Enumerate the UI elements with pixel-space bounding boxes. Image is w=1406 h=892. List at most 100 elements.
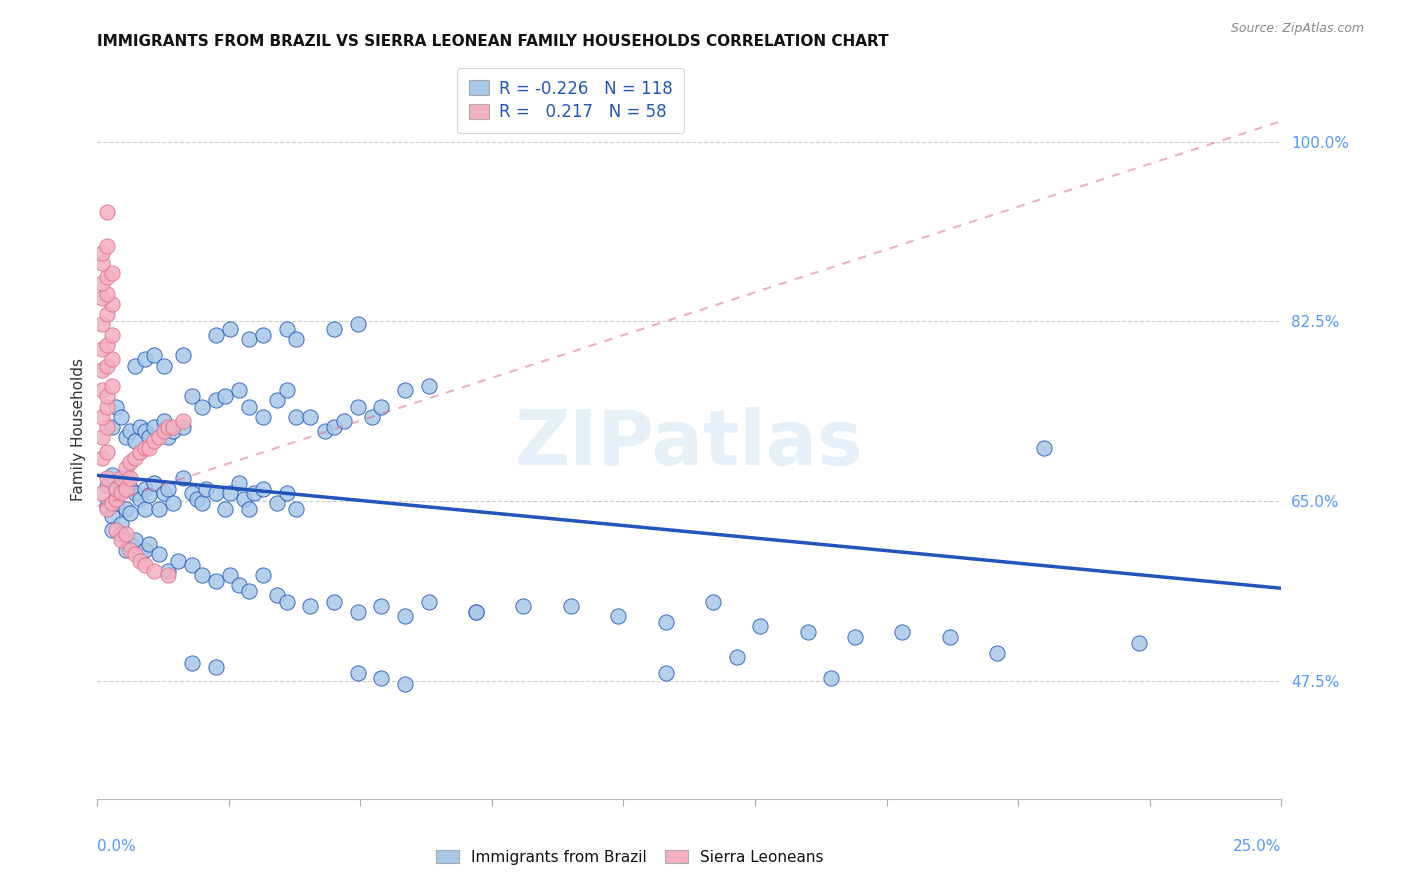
- Point: [124, 359, 146, 373]
- Point: [607, 609, 630, 624]
- Point: [120, 506, 142, 520]
- Point: [96, 359, 118, 373]
- Point: [162, 496, 184, 510]
- Point: [725, 650, 748, 665]
- Point: [100, 327, 122, 342]
- Point: [91, 430, 114, 444]
- Point: [204, 485, 226, 500]
- Point: [986, 646, 1008, 660]
- Point: [186, 491, 208, 506]
- Point: [91, 409, 114, 424]
- Point: [219, 321, 242, 335]
- Point: [276, 594, 298, 608]
- Point: [654, 666, 676, 681]
- Point: [100, 496, 122, 510]
- Legend: Immigrants from Brazil, Sierra Leoneans: Immigrants from Brazil, Sierra Leoneans: [429, 842, 831, 872]
- Point: [114, 430, 136, 444]
- Point: [114, 471, 136, 485]
- Point: [238, 400, 260, 414]
- Point: [134, 441, 156, 455]
- Point: [110, 516, 132, 531]
- Point: [152, 424, 174, 438]
- Point: [323, 321, 346, 335]
- Point: [238, 332, 260, 346]
- Point: [299, 599, 322, 613]
- Text: Source: ZipAtlas.com: Source: ZipAtlas.com: [1230, 22, 1364, 36]
- Point: [96, 471, 118, 485]
- Point: [1128, 635, 1150, 649]
- Point: [100, 379, 122, 393]
- Point: [91, 383, 114, 397]
- Point: [1033, 441, 1056, 455]
- Point: [157, 430, 180, 444]
- Point: [195, 482, 218, 496]
- Point: [266, 589, 288, 603]
- Point: [190, 496, 212, 510]
- Point: [418, 594, 440, 608]
- Point: [181, 558, 204, 572]
- Point: [134, 424, 156, 438]
- Point: [114, 461, 136, 475]
- Point: [394, 609, 416, 624]
- Point: [96, 239, 118, 253]
- Point: [157, 568, 180, 582]
- Point: [129, 491, 152, 506]
- Point: [148, 502, 170, 516]
- Point: [96, 270, 118, 285]
- Point: [114, 482, 136, 496]
- Point: [124, 450, 146, 465]
- Point: [233, 491, 256, 506]
- Y-axis label: Family Households: Family Households: [72, 358, 86, 500]
- Point: [938, 630, 960, 644]
- Point: [105, 483, 128, 498]
- Point: [100, 523, 122, 537]
- Point: [120, 481, 142, 495]
- Point: [152, 485, 174, 500]
- Point: [228, 578, 250, 592]
- Point: [148, 430, 170, 444]
- Point: [96, 389, 118, 403]
- Point: [110, 471, 132, 485]
- Point: [276, 383, 298, 397]
- Point: [91, 362, 114, 376]
- Text: ZIPatlas: ZIPatlas: [515, 407, 863, 481]
- Point: [138, 430, 160, 444]
- Point: [418, 379, 440, 393]
- Point: [124, 434, 146, 449]
- Point: [91, 318, 114, 332]
- Point: [214, 502, 236, 516]
- Text: IMMIGRANTS FROM BRAZIL VS SIERRA LEONEAN FAMILY HOUSEHOLDS CORRELATION CHART: IMMIGRANTS FROM BRAZIL VS SIERRA LEONEAN…: [97, 34, 889, 49]
- Point: [181, 485, 204, 500]
- Point: [172, 471, 194, 485]
- Point: [129, 548, 152, 562]
- Point: [204, 327, 226, 342]
- Point: [512, 599, 534, 613]
- Point: [252, 409, 274, 424]
- Point: [152, 359, 174, 373]
- Point: [465, 605, 488, 619]
- Point: [96, 338, 118, 352]
- Point: [654, 615, 676, 629]
- Point: [96, 444, 118, 458]
- Point: [228, 475, 250, 490]
- Point: [394, 677, 416, 691]
- Point: [120, 471, 142, 485]
- Text: 25.0%: 25.0%: [1233, 838, 1281, 854]
- Point: [702, 594, 724, 608]
- Point: [105, 482, 128, 496]
- Point: [138, 537, 160, 551]
- Point: [346, 400, 368, 414]
- Point: [228, 383, 250, 397]
- Point: [266, 496, 288, 510]
- Point: [129, 420, 152, 434]
- Point: [96, 502, 118, 516]
- Point: [214, 389, 236, 403]
- Point: [110, 533, 132, 547]
- Point: [143, 564, 166, 578]
- Point: [91, 342, 114, 356]
- Point: [105, 496, 128, 510]
- Point: [91, 277, 114, 291]
- Point: [138, 441, 160, 455]
- Point: [91, 291, 114, 305]
- Point: [181, 656, 204, 670]
